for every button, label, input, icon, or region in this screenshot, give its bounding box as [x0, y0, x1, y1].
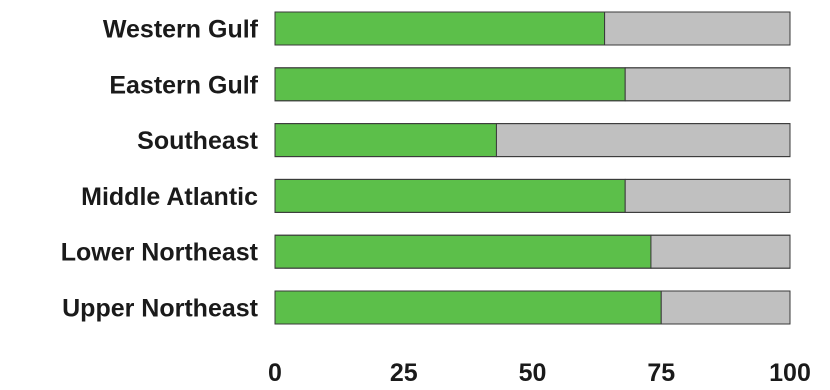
bar-segment-remainder [604, 11, 791, 46]
category-labels: Western Gulf Eastern Gulf Southeast Middle … [61, 16, 259, 323]
bar-segment-primary [274, 11, 606, 46]
bar-outline [274, 123, 791, 158]
bar-outline [274, 67, 791, 102]
bar-outline [274, 178, 791, 213]
bar-outline [274, 11, 791, 46]
category-label: Middle Atlantic [81, 183, 258, 211]
category-label: Eastern Gulf [109, 71, 258, 99]
bar-segment-remainder [624, 67, 791, 102]
x-tick-label: 100 [769, 359, 811, 387]
bars-layer [274, 11, 791, 325]
category-label: Southeast [137, 127, 259, 155]
bar-segment-remainder [495, 123, 791, 158]
x-tick-label: 75 [647, 359, 675, 387]
x-tick-label: 0 [268, 359, 282, 387]
category-label: Upper Northeast [62, 295, 259, 323]
x-axis: 0 25 50 75 100 [268, 359, 811, 387]
bar-segment-primary [274, 234, 652, 269]
bar-segment-remainder [624, 178, 791, 213]
bar-segment-primary [274, 290, 662, 325]
x-tick-label: 50 [519, 359, 547, 387]
x-tick-label: 25 [390, 359, 418, 387]
bar-segment-primary [274, 178, 626, 213]
bar-outline [274, 290, 791, 325]
bar-outline [274, 234, 791, 269]
category-label: Western Gulf [103, 16, 259, 44]
bar-segment-remainder [660, 290, 791, 325]
bar-segment-remainder [650, 234, 791, 269]
category-label: Lower Northeast [61, 239, 259, 267]
bar-segment-primary [274, 123, 497, 158]
bar-segment-primary [274, 67, 626, 102]
